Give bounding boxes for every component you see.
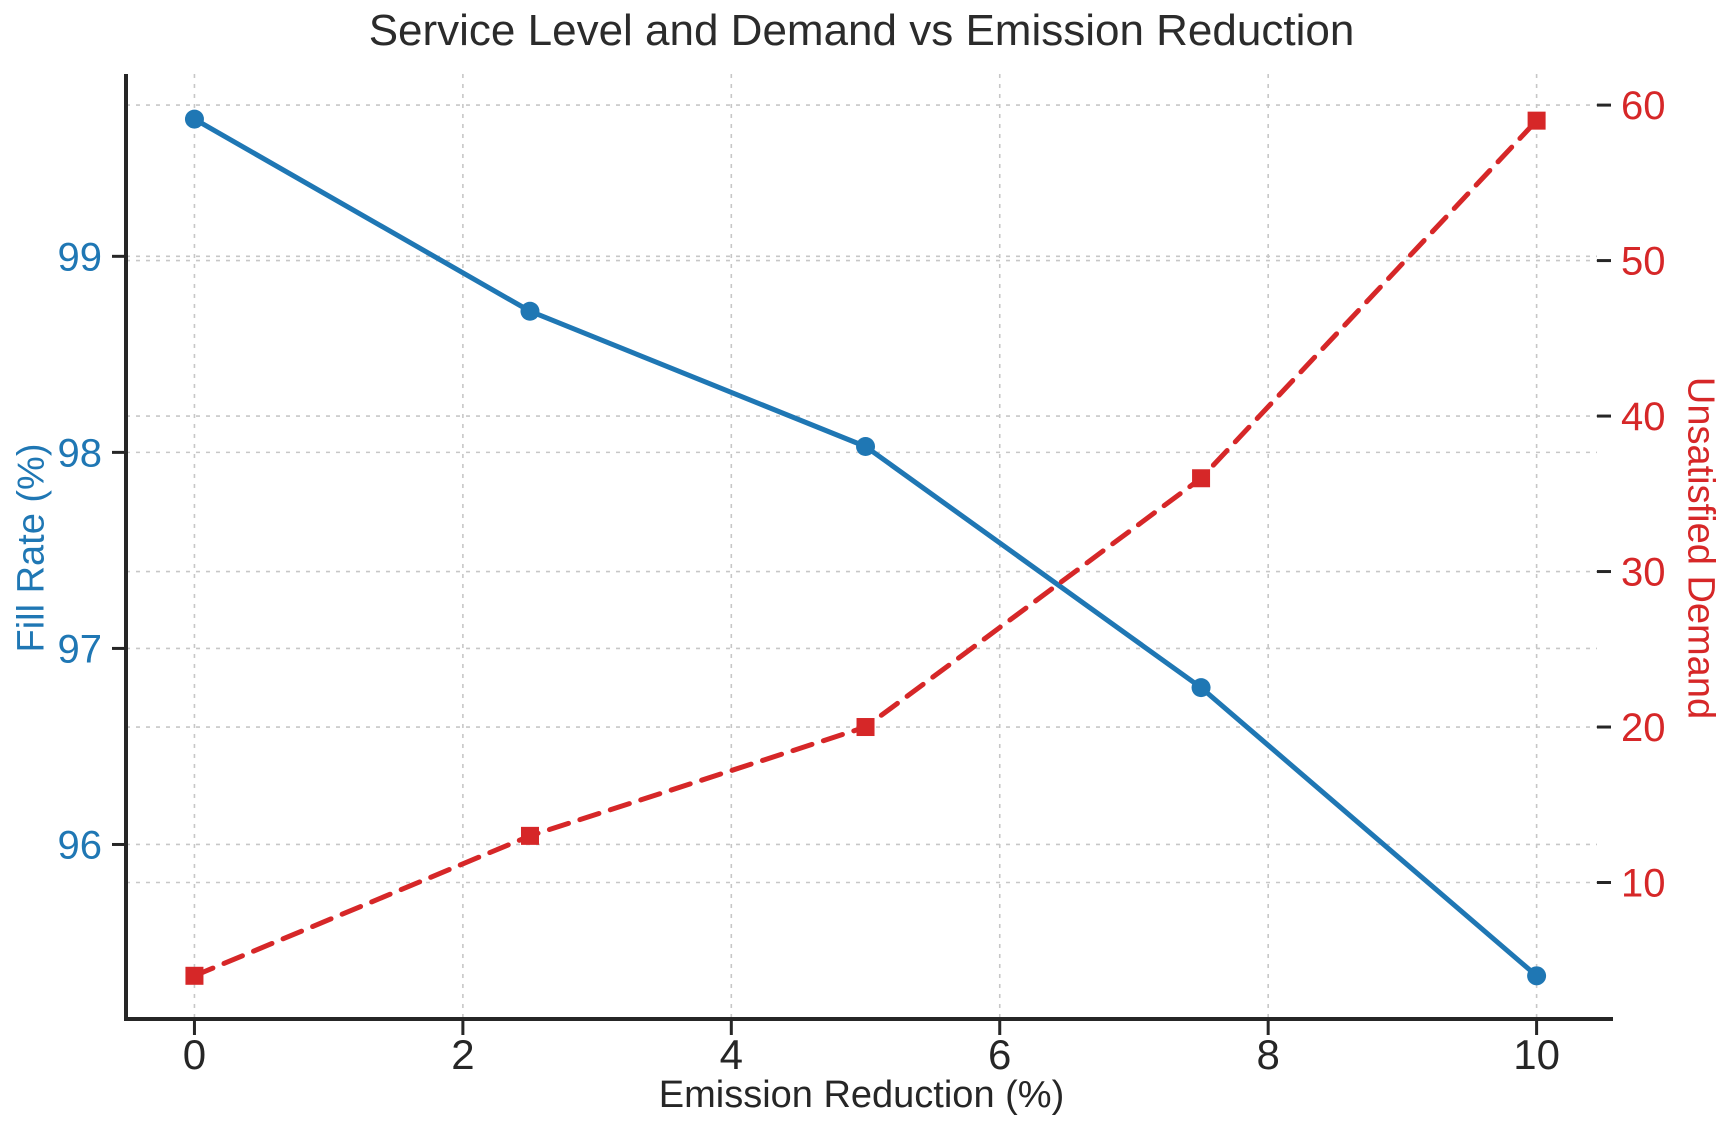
unsatisfied-demand-marker-0 <box>185 966 204 985</box>
left-axis-label: Fill Rate (%) <box>10 443 53 653</box>
unsatisfied-demand-marker-7.5 <box>1192 469 1211 488</box>
chart-title: Service Level and Demand vs Emission Red… <box>368 6 1355 55</box>
fill-rate-line <box>191 116 1540 979</box>
left-tick-label-97: 97 <box>58 627 103 671</box>
right-tick-label-50: 50 <box>1621 240 1666 284</box>
x-tick-label-6: 6 <box>988 1031 1011 1078</box>
fill-rate-marker-5 <box>856 436 876 456</box>
left-tick-label-96: 96 <box>58 823 103 867</box>
fill-rate-marker-0 <box>184 109 204 129</box>
x-tick-label-8: 8 <box>1256 1031 1279 1078</box>
left-tick-label-99: 99 <box>58 235 103 279</box>
right-axis-label: Unsatisfied Demand <box>1679 376 1722 720</box>
fill-rate-marker-2.5 <box>520 301 540 321</box>
right-tick-label-10: 10 <box>1621 862 1666 906</box>
x-tick-label-2: 2 <box>451 1031 474 1078</box>
right-tick-label-40: 40 <box>1621 395 1666 439</box>
x-tick-label-0: 0 <box>183 1031 206 1078</box>
unsatisfied-demand-line <box>191 118 1540 979</box>
x-axis-label: Emission Reduction (%) <box>658 1074 1065 1116</box>
x-tick-label-4: 4 <box>720 1031 743 1078</box>
right-tick-label-20: 20 <box>1621 706 1666 750</box>
left-tick-label-98: 98 <box>58 431 103 475</box>
fill-rate-marker-7.5 <box>1191 678 1211 698</box>
unsatisfied-demand-marker-5 <box>856 718 875 737</box>
right-tick-label-60: 60 <box>1621 84 1666 128</box>
x-tick-label-10: 10 <box>1513 1031 1560 1078</box>
right-tick-label-30: 30 <box>1621 551 1666 595</box>
unsatisfied-demand-marker-2.5 <box>520 826 539 845</box>
unsatisfied-demand-marker-10 <box>1527 111 1546 130</box>
fill-rate-marker-10 <box>1527 966 1547 986</box>
